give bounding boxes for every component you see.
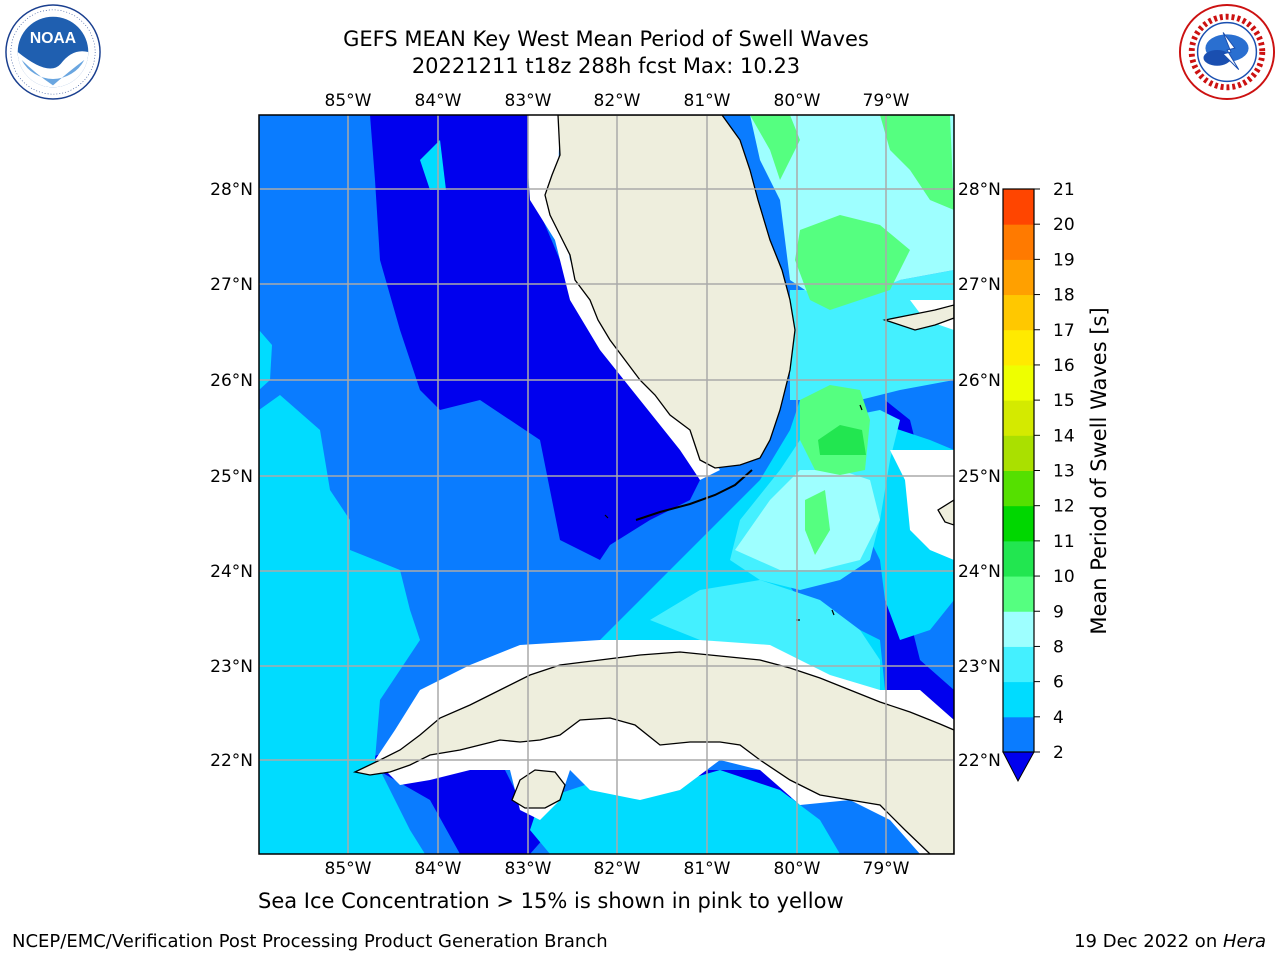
florida-keys	[635, 469, 753, 521]
colorbar-label: Mean Period of Swell Waves [s]	[1087, 307, 1111, 634]
colorbar-segment	[1003, 716, 1034, 753]
cuba-land	[352, 651, 954, 854]
swell-zone-9to10-north	[750, 115, 954, 210]
lon-label-top: 83°W	[505, 91, 552, 111]
colorbar-segment	[1003, 505, 1034, 542]
colorbar-tick-label: 17	[1053, 321, 1075, 341]
colorbar-segment	[1003, 681, 1034, 718]
colorbar-segment	[1003, 294, 1034, 331]
lat-label-left: 22°N	[210, 751, 253, 771]
lon-label-top: 84°W	[415, 91, 462, 111]
lon-label-bottom: 85°W	[325, 859, 372, 879]
footer-host: Hera	[1222, 931, 1266, 952]
noaa-logo-icon: NOAA	[5, 4, 101, 100]
lon-label-bottom: 80°W	[774, 859, 821, 879]
colorbar-tick-label: 12	[1053, 497, 1075, 517]
map-plot-area	[259, 115, 954, 854]
nws-logo-icon	[1178, 3, 1276, 101]
colorbar-tick-label: 13	[1053, 462, 1075, 482]
colorbar-ticks: 2 4 6 8 9 10 11 12 13 14 15 16 17 18 19 20 21	[1034, 180, 1075, 763]
colorbar-segment	[1003, 189, 1034, 225]
footer-date: 19 Dec 2022 on Hera	[1074, 931, 1266, 952]
bahamas-islets	[604, 404, 863, 621]
lat-label-right: 27°N	[958, 275, 1001, 295]
colorbar-segment	[1003, 329, 1034, 366]
map-title: GEFS MEAN Key West Mean Period of Swell …	[343, 27, 869, 51]
lon-label-bottom: 81°W	[684, 859, 731, 879]
lat-label-left: 23°N	[210, 657, 253, 677]
colorbar-tick-label: 2	[1053, 743, 1064, 763]
colorbar-tick-label: 21	[1053, 180, 1075, 200]
colorbar-segment	[1003, 576, 1034, 612]
lon-label-top: 80°W	[774, 91, 821, 111]
colorbar-tick-label: 8	[1053, 637, 1064, 657]
lon-label-top: 82°W	[594, 91, 641, 111]
colorbar-tick-label: 18	[1053, 286, 1075, 306]
lat-label-left: 26°N	[210, 371, 253, 391]
lon-label-top: 85°W	[325, 91, 372, 111]
lat-label-right: 24°N	[958, 562, 1001, 582]
lon-label-bottom: 79°W	[863, 859, 910, 879]
colorbar-segment	[1003, 259, 1034, 296]
colorbar-tick-label: 10	[1053, 567, 1075, 587]
nodata-bahamas	[890, 300, 954, 560]
nodata-florida-west	[528, 115, 720, 480]
bahamas-land	[882, 304, 954, 331]
colorbar-segment	[1003, 646, 1034, 683]
colorbar-tick-label: 6	[1053, 673, 1064, 693]
lon-label-bottom: 82°W	[594, 859, 641, 879]
colorbar-tick-label: 14	[1053, 426, 1075, 446]
colorbar-tick-label: 11	[1053, 532, 1075, 552]
lon-label-top: 81°W	[684, 91, 731, 111]
colorbar-segment	[1003, 224, 1034, 260]
lat-label-left: 25°N	[210, 467, 253, 487]
swell-zone-10to11	[818, 425, 866, 455]
colorbar-tick-label: 9	[1053, 602, 1064, 622]
bahamas-island-east	[937, 499, 954, 526]
colorbar-segment	[1003, 435, 1034, 471]
lat-label-left: 24°N	[210, 562, 253, 582]
lat-label-right: 28°N	[958, 180, 1001, 200]
lon-label-top: 79°W	[863, 91, 910, 111]
colorbar: 2 4 6 8 9 10 11 12 13 14 15 16 17 18 19 20 21 Mean Perio…	[1002, 180, 1111, 783]
lat-label-left: 27°N	[210, 275, 253, 295]
colorbar-segments	[1003, 189, 1034, 753]
lat-label-right: 22°N	[958, 751, 1001, 771]
colorbar-under-triangle	[1002, 751, 1035, 783]
colorbar-segment	[1003, 470, 1034, 507]
colorbar-segment	[1003, 540, 1034, 577]
swell-zone-4to6-west	[259, 395, 425, 854]
lon-label-bottom: 83°W	[505, 859, 552, 879]
colorbar-tick-label: 20	[1053, 215, 1075, 235]
swell-zone-4to6-west-edge	[259, 330, 272, 390]
isla-juventud-land	[511, 769, 566, 809]
sea-ice-caption: Sea Ice Concentration > 15% is shown in …	[258, 889, 844, 913]
colorbar-segment	[1003, 611, 1034, 647]
footer-credit: NCEP/EMC/Verification Post Processing Pr…	[12, 931, 608, 952]
map-frame	[258, 114, 955, 855]
lat-label-right: 26°N	[958, 371, 1001, 391]
colorbar-tick-label: 4	[1053, 708, 1064, 728]
colorbar-tick-label: 15	[1053, 391, 1075, 411]
footer-date-text: 19 Dec 2022 on	[1074, 931, 1223, 952]
swell-zone-9to10-south	[805, 490, 830, 555]
colorbar-segment	[1003, 364, 1034, 401]
graticule	[259, 115, 954, 854]
lat-label-right: 23°N	[958, 657, 1001, 677]
lon-label-bottom: 84°W	[415, 859, 462, 879]
svg-text:NOAA: NOAA	[30, 30, 76, 47]
map-subtitle: 20221211 t18z 288h fcst Max: 10.23	[411, 54, 801, 78]
swell-zone-9to10-mid	[795, 215, 910, 310]
colorbar-tick-label: 19	[1053, 250, 1075, 270]
colorbar-tick-label: 16	[1053, 356, 1075, 376]
swell-zone-4to6-north	[420, 140, 446, 190]
lat-label-left: 28°N	[210, 180, 253, 200]
colorbar-segment	[1003, 400, 1034, 436]
lat-label-right: 25°N	[958, 467, 1001, 487]
